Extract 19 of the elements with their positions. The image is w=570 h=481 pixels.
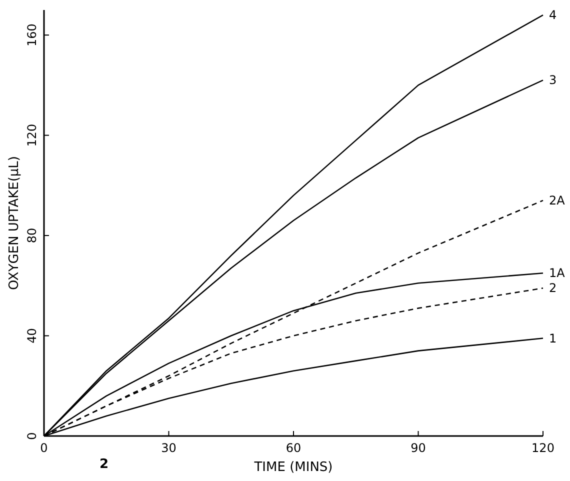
text: 2 bbox=[99, 457, 109, 472]
series-label: 1A bbox=[549, 266, 566, 280]
y-tick-label: 160 bbox=[25, 24, 39, 47]
x-axis-title: TIME (MINS) bbox=[253, 460, 333, 475]
y-tick-label: 120 bbox=[25, 124, 39, 147]
y-tick-label: 80 bbox=[25, 228, 39, 244]
x-tick-label: 120 bbox=[532, 441, 554, 455]
y-tick-label: 40 bbox=[25, 328, 39, 344]
x-tick-label: 0 bbox=[40, 441, 48, 455]
x-tick-label: 30 bbox=[161, 441, 176, 455]
series-label: 3 bbox=[549, 73, 557, 88]
x-tick-label: 60 bbox=[286, 441, 302, 455]
y-tick-label: 0 bbox=[25, 432, 39, 440]
series-label: 1 bbox=[549, 331, 557, 346]
series-label: 2A bbox=[549, 193, 566, 208]
series-label: 4 bbox=[549, 8, 557, 22]
series-label: 2 bbox=[549, 281, 557, 296]
y-axis-title: OXYGEN UPTAKE(µL) bbox=[7, 156, 22, 290]
x-tick-label: 90 bbox=[410, 441, 426, 455]
